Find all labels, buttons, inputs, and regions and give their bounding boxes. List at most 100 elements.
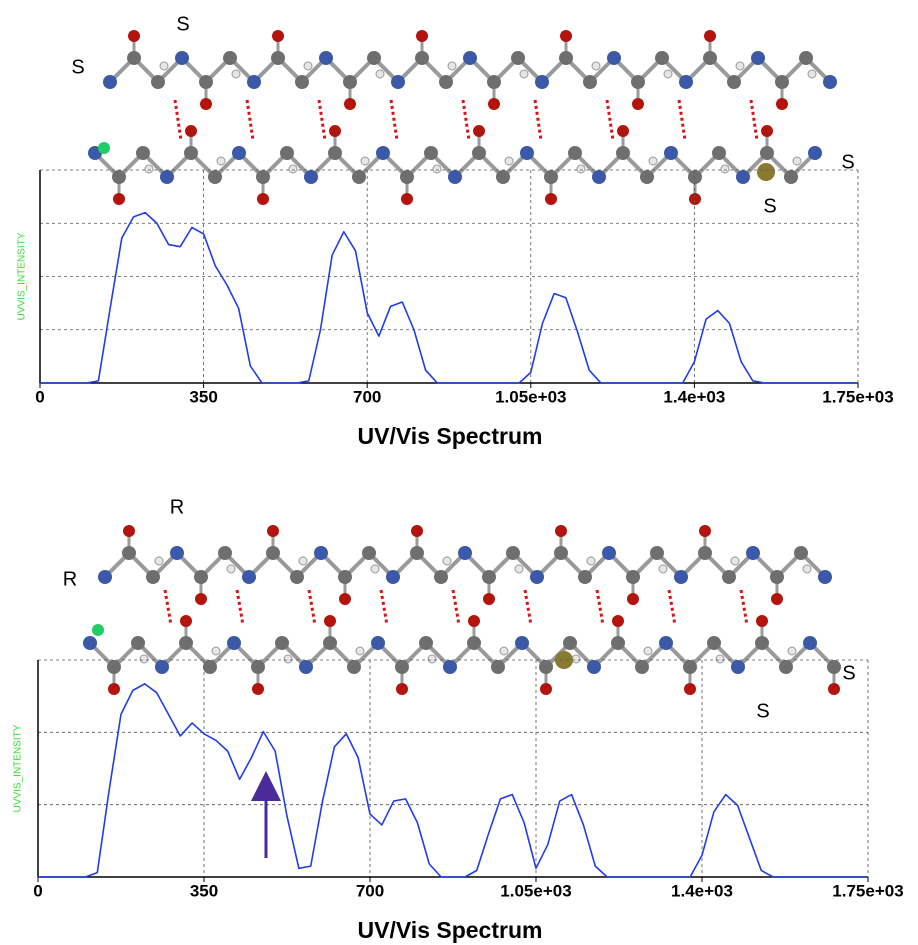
h-bond bbox=[523, 589, 533, 626]
atom bbox=[83, 636, 97, 650]
annotation: R bbox=[170, 496, 184, 518]
oxygen bbox=[180, 615, 192, 627]
x-tick-label: 350 bbox=[190, 881, 218, 900]
atom bbox=[823, 75, 837, 89]
metal bbox=[92, 624, 104, 636]
atom bbox=[362, 546, 376, 560]
atom bbox=[674, 570, 688, 584]
hydrogen bbox=[720, 164, 730, 174]
oxygen bbox=[627, 593, 639, 605]
atom bbox=[650, 546, 664, 560]
atom bbox=[227, 636, 241, 650]
oxygen bbox=[200, 98, 212, 110]
atom bbox=[491, 660, 505, 674]
atom bbox=[803, 636, 817, 650]
hydrogen bbox=[288, 164, 298, 174]
hydrogen bbox=[802, 564, 812, 574]
oxygen bbox=[756, 615, 768, 627]
atom bbox=[194, 570, 208, 584]
hydrogen bbox=[216, 156, 226, 166]
h-bond bbox=[749, 99, 759, 141]
atom bbox=[304, 170, 318, 184]
atom bbox=[343, 75, 357, 89]
hydrogen bbox=[139, 654, 149, 664]
hydrogen bbox=[715, 654, 725, 664]
atom bbox=[496, 170, 510, 184]
hydrogen bbox=[427, 654, 437, 664]
oxygen bbox=[771, 593, 783, 605]
oxygen bbox=[632, 98, 644, 110]
hydrogen bbox=[663, 69, 673, 79]
oxygen bbox=[113, 193, 125, 205]
atom bbox=[395, 660, 409, 674]
atom bbox=[770, 570, 784, 584]
oxygen bbox=[195, 593, 207, 605]
atom bbox=[199, 75, 213, 89]
molecule-layer bbox=[83, 30, 841, 695]
atom bbox=[659, 636, 673, 650]
hydrogen bbox=[787, 646, 797, 656]
oxygen bbox=[612, 615, 624, 627]
atom bbox=[458, 546, 472, 560]
atom bbox=[707, 636, 721, 650]
atom bbox=[736, 170, 750, 184]
oxygen bbox=[545, 193, 557, 205]
atom bbox=[563, 636, 577, 650]
atom bbox=[299, 660, 313, 674]
atom bbox=[338, 570, 352, 584]
atom bbox=[122, 546, 136, 560]
hydrogen bbox=[648, 156, 658, 166]
atom bbox=[818, 570, 832, 584]
atom bbox=[578, 570, 592, 584]
atom bbox=[371, 636, 385, 650]
annotation: S bbox=[176, 13, 189, 35]
atom bbox=[155, 660, 169, 674]
metal bbox=[555, 651, 573, 669]
atom bbox=[626, 570, 640, 584]
x-tick-label: 0 bbox=[33, 881, 42, 900]
atom bbox=[679, 75, 693, 89]
x-tick-label: 0 bbox=[35, 387, 44, 406]
hydrogen bbox=[211, 646, 221, 656]
oxygen bbox=[540, 683, 552, 695]
annotation: S bbox=[756, 700, 769, 722]
atom bbox=[266, 546, 280, 560]
hydrogen bbox=[807, 69, 817, 79]
atom bbox=[688, 170, 702, 184]
atom bbox=[247, 75, 261, 89]
x-tick-label: 700 bbox=[353, 387, 381, 406]
atom bbox=[314, 546, 328, 560]
oxygen bbox=[555, 525, 567, 537]
atom bbox=[98, 570, 112, 584]
atom bbox=[506, 546, 520, 560]
hydrogen bbox=[159, 61, 169, 71]
hydrogen bbox=[586, 556, 596, 566]
h-bond bbox=[379, 589, 389, 626]
atom bbox=[587, 660, 601, 674]
atom bbox=[568, 146, 582, 160]
x-tick-label: 1.05e+03 bbox=[495, 387, 566, 406]
atom bbox=[616, 146, 630, 160]
annotation: S bbox=[841, 151, 854, 173]
h-bond bbox=[163, 589, 173, 626]
annotation: S bbox=[71, 56, 84, 78]
atom bbox=[280, 146, 294, 160]
hydrogen bbox=[231, 69, 241, 79]
atom bbox=[631, 75, 645, 89]
atom bbox=[463, 51, 477, 65]
bond bbox=[88, 640, 836, 670]
atom bbox=[347, 660, 361, 674]
oxygen bbox=[488, 98, 500, 110]
spectrum-line bbox=[38, 683, 868, 878]
hydrogen bbox=[792, 156, 802, 166]
oxygen bbox=[468, 615, 480, 627]
oxygen bbox=[483, 593, 495, 605]
hydrogen bbox=[591, 61, 601, 71]
spectrum-line bbox=[40, 211, 858, 384]
hydrogen bbox=[447, 61, 457, 71]
atom bbox=[400, 170, 414, 184]
atom bbox=[511, 51, 525, 65]
oxygen bbox=[128, 30, 140, 42]
